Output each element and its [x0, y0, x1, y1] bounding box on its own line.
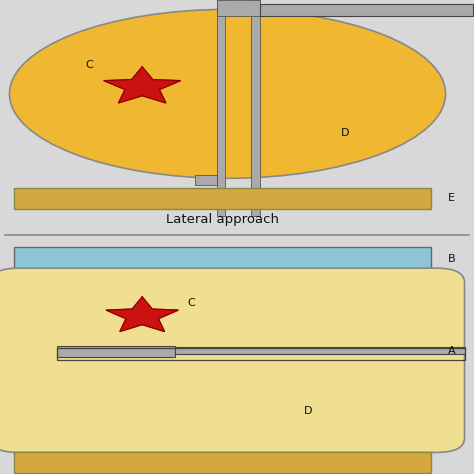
Text: A: A — [448, 346, 456, 356]
Text: D: D — [341, 128, 350, 138]
Text: D: D — [304, 406, 312, 416]
FancyBboxPatch shape — [217, 0, 260, 17]
Text: E: E — [448, 193, 455, 203]
FancyBboxPatch shape — [195, 175, 217, 185]
FancyBboxPatch shape — [57, 346, 175, 357]
Text: C: C — [85, 60, 93, 70]
FancyBboxPatch shape — [14, 246, 431, 271]
FancyBboxPatch shape — [14, 188, 431, 209]
FancyBboxPatch shape — [260, 3, 473, 17]
Ellipse shape — [9, 9, 446, 178]
Polygon shape — [106, 297, 178, 331]
Text: C: C — [187, 299, 195, 309]
FancyBboxPatch shape — [251, 0, 260, 216]
FancyBboxPatch shape — [217, 0, 225, 216]
Text: Lateral approach: Lateral approach — [166, 213, 279, 227]
Text: B: B — [448, 254, 456, 264]
Polygon shape — [104, 67, 181, 103]
FancyBboxPatch shape — [175, 347, 465, 355]
FancyBboxPatch shape — [14, 453, 431, 473]
FancyBboxPatch shape — [0, 268, 465, 453]
